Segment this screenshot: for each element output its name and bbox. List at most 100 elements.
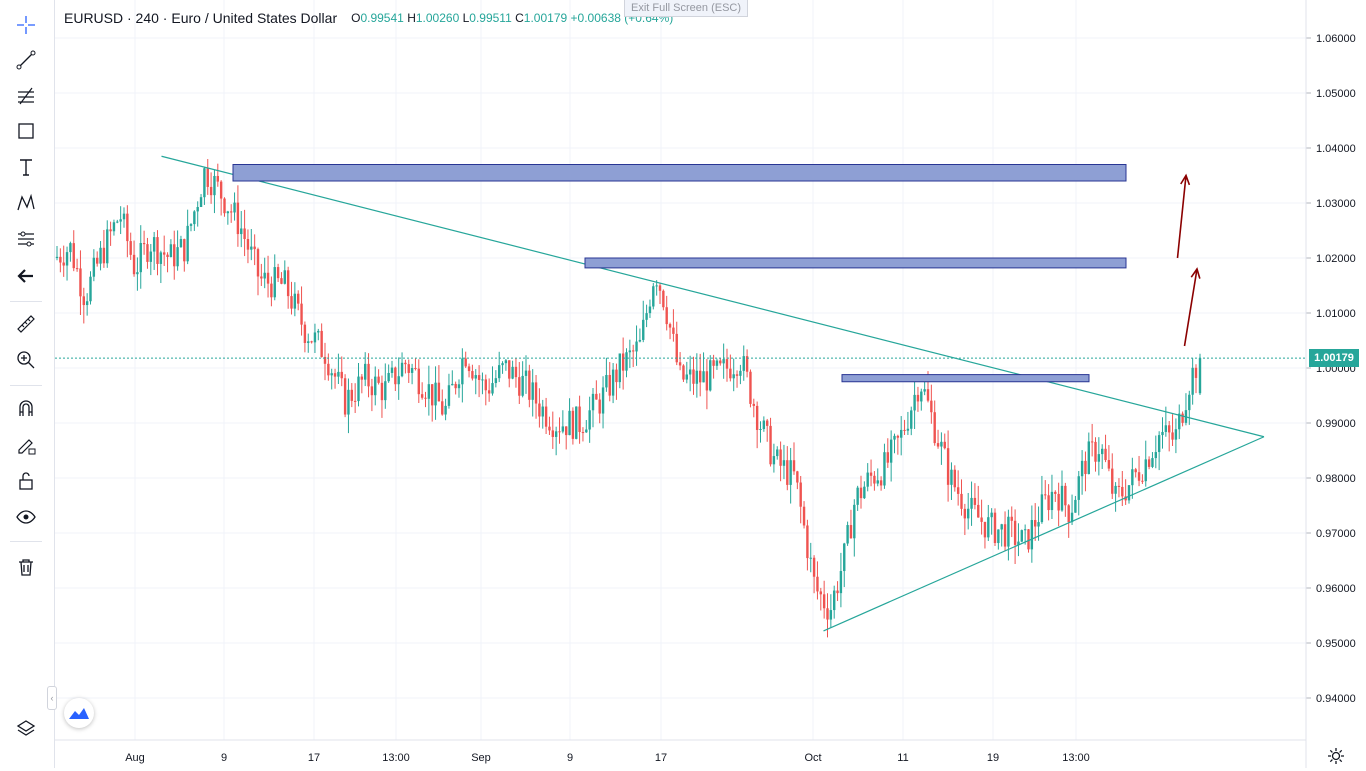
eye-icon[interactable] [9, 502, 43, 532]
pattern-icon[interactable] [9, 188, 43, 218]
candle-body [561, 426, 565, 432]
chart-header: EURUSD · 240 · Euro / United States Doll… [64, 8, 673, 28]
candle-body [769, 425, 772, 465]
candle-body [62, 262, 65, 266]
tradingview-logo-icon[interactable] [64, 698, 94, 728]
trash-icon[interactable] [9, 552, 43, 582]
candle-body [802, 506, 806, 526]
candle-body [863, 486, 866, 499]
candle-body [642, 319, 645, 340]
text-icon[interactable] [9, 152, 43, 182]
candle-body [109, 229, 112, 232]
rectangle-icon[interactable] [9, 116, 43, 146]
candle-body [722, 359, 725, 364]
toolbar-divider [10, 301, 42, 302]
candle-body [461, 358, 464, 385]
candle-body [789, 460, 792, 485]
candle-body [1131, 469, 1134, 486]
candle-body [1010, 516, 1013, 521]
x-tick-label: 17 [655, 752, 667, 764]
candle-body [491, 383, 494, 394]
candle-body [1070, 512, 1074, 523]
layers-icon[interactable] [9, 714, 43, 744]
candle-body [102, 247, 106, 264]
back-arrow-icon[interactable] [9, 261, 43, 291]
gear-icon[interactable] [1326, 746, 1346, 766]
candle-body [755, 405, 759, 430]
y-tick-label: 0.98000 [1316, 473, 1356, 485]
candle-body [514, 366, 518, 378]
candle-body [1013, 520, 1017, 545]
candle-body [930, 400, 933, 413]
y-tick-label: 0.96000 [1316, 583, 1356, 595]
crosshair-icon[interactable] [9, 10, 43, 40]
candle-body [286, 270, 290, 297]
zoom-in-icon[interactable] [9, 345, 43, 375]
candle-body [608, 374, 611, 396]
candle-body [913, 394, 916, 411]
candle-body [521, 375, 524, 396]
drawing-toolbar [0, 0, 55, 768]
candle-body [85, 301, 89, 306]
exit-fullscreen-button[interactable]: Exit Full Screen (ESC) [624, 0, 749, 17]
candle-body [508, 360, 511, 379]
candle-body [149, 251, 152, 262]
candle-body [544, 406, 548, 427]
candle-body [364, 363, 367, 380]
prediction-icon[interactable] [9, 224, 43, 254]
candle-body [260, 276, 263, 279]
candle-body [611, 369, 615, 396]
magnet-icon[interactable] [9, 394, 43, 424]
candle-body [129, 241, 132, 255]
unlock-icon[interactable] [9, 466, 43, 496]
candle-body [1057, 493, 1060, 511]
candle-body [812, 557, 816, 577]
candle-body [987, 517, 990, 538]
open-label: O [351, 11, 361, 25]
candle-body [380, 382, 384, 401]
candle-body [1154, 452, 1157, 459]
candle-body [1087, 441, 1090, 475]
candle-body [152, 237, 156, 252]
candle-body [407, 364, 410, 373]
candle-body [956, 487, 960, 494]
collapse-toolbar-button[interactable]: ‹ [47, 686, 57, 710]
candle-body [946, 448, 950, 485]
candle-body [1171, 432, 1174, 440]
x-tick-label: Aug [125, 752, 145, 764]
candle-body [685, 374, 688, 380]
candle-body [390, 367, 394, 373]
lock-drawing-icon[interactable] [9, 430, 43, 460]
candle-body [1144, 459, 1147, 482]
candle-body [551, 430, 554, 437]
candle-body [417, 368, 420, 395]
candle-body [280, 278, 283, 284]
candle-body [297, 293, 300, 304]
resistance-zone [841, 374, 1090, 383]
toolbar-divider [10, 385, 42, 386]
candle-body [735, 374, 739, 376]
candle-body [384, 381, 387, 401]
candle-body [943, 441, 946, 449]
candle-body [300, 303, 303, 325]
candle-body [712, 360, 715, 366]
candle-body [1134, 469, 1137, 473]
fib-icon[interactable] [9, 81, 43, 111]
candle-body [715, 360, 719, 366]
y-tick-label: 0.95000 [1316, 638, 1356, 650]
candle-body [310, 341, 313, 343]
candle-body [621, 353, 625, 371]
x-tick-label: 13:00 [1062, 752, 1090, 764]
chart-canvas[interactable]: 1.06000 1.05000 1.04000 1.03000 1.02000 1.010… [55, 0, 1366, 768]
symbol-title[interactable]: EURUSD · 240 · Euro / United States Doll… [64, 10, 338, 26]
candle-body [809, 557, 812, 559]
candle-body [632, 350, 635, 352]
candle-body [702, 371, 705, 383]
ruler-icon[interactable] [9, 309, 43, 339]
candle-body [876, 480, 879, 484]
candle-body [374, 376, 377, 396]
y-tick-label: 1.04000 [1316, 143, 1356, 155]
candle-body [431, 384, 434, 406]
trend-line-icon[interactable] [9, 45, 43, 75]
x-tick-label: 13:00 [382, 752, 410, 764]
